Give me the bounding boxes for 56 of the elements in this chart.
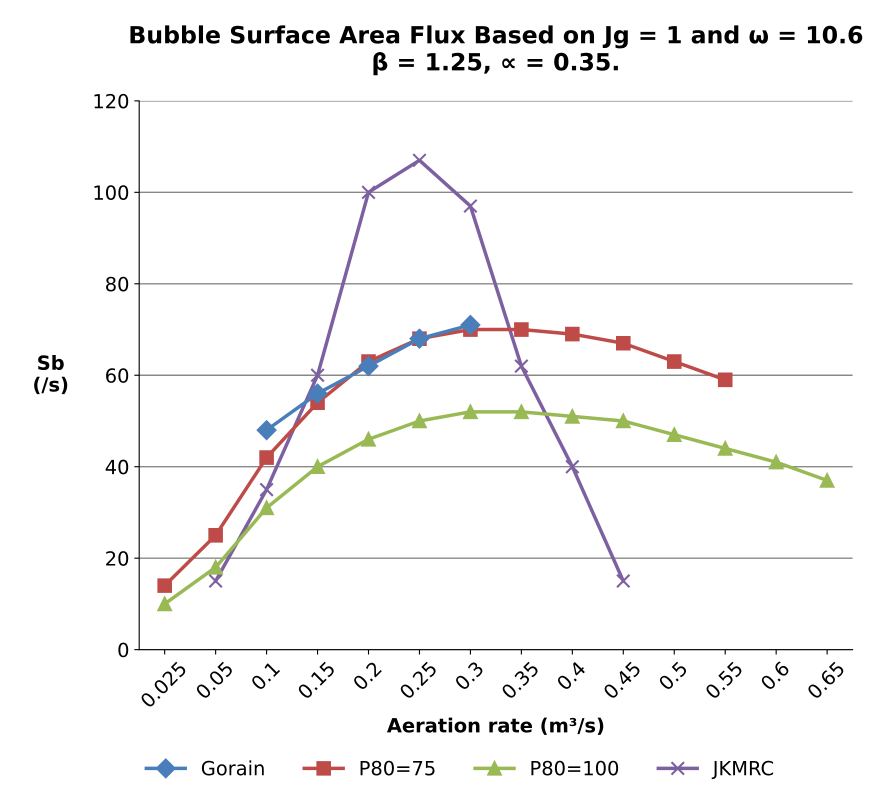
point [259,500,274,516]
legend-label: P80=100 [531,760,618,776]
y-tick-label: 120 [94,94,128,109]
point [412,414,427,428]
x-axis-title: Aeration rate (m³/s) [386,718,604,735]
legend-label: Gorain [202,760,264,776]
point [460,315,480,335]
point [259,450,274,465]
point [256,420,276,440]
point [514,358,529,374]
chart-title: Bubble Surface Area Flux Based on Jg = 1 and ω = 10.6 β = 1.25, ∝ = 0.35. [130,25,862,76]
point [666,427,682,442]
point [361,185,376,200]
x-tick-label: 0.4 [556,660,586,691]
point [666,354,682,369]
point [208,528,223,543]
point [308,384,328,404]
x-tick-label: 0.2 [352,660,382,691]
point [565,326,580,342]
point [718,372,732,388]
point [410,328,430,349]
legend-label: P80=75 [360,760,435,776]
x-tick-label: 0.3 [454,660,484,691]
x-tick-label: 0.5 [658,660,688,691]
point [463,404,478,420]
point [412,153,427,168]
point [514,322,529,337]
y-tick-label: 0 [118,642,128,658]
point [616,574,631,588]
point [358,356,378,376]
y-tick-label: 20 [106,551,128,566]
point [820,473,834,488]
point [768,454,784,470]
y-tick-label: 40 [106,460,128,474]
point [310,368,325,383]
x-tick-label: 0.1 [250,660,280,691]
y-axis-title: Sb (/s) [34,354,68,394]
y-tick-label: 80 [106,276,128,292]
point [718,441,732,456]
point [565,459,580,474]
point [514,404,529,420]
point [157,578,172,593]
point [208,574,223,588]
y-tick-label: 60 [106,368,128,383]
point [616,414,631,428]
point [310,459,325,474]
point [259,482,274,497]
point [208,560,223,575]
point [157,596,172,612]
point [565,409,580,424]
point [463,198,478,214]
y-tick-label: 100 [94,185,128,200]
x-tick-label: 0.6 [760,660,790,691]
legend-label: JKMRC [712,760,774,780]
point [616,336,631,351]
point [361,432,376,447]
